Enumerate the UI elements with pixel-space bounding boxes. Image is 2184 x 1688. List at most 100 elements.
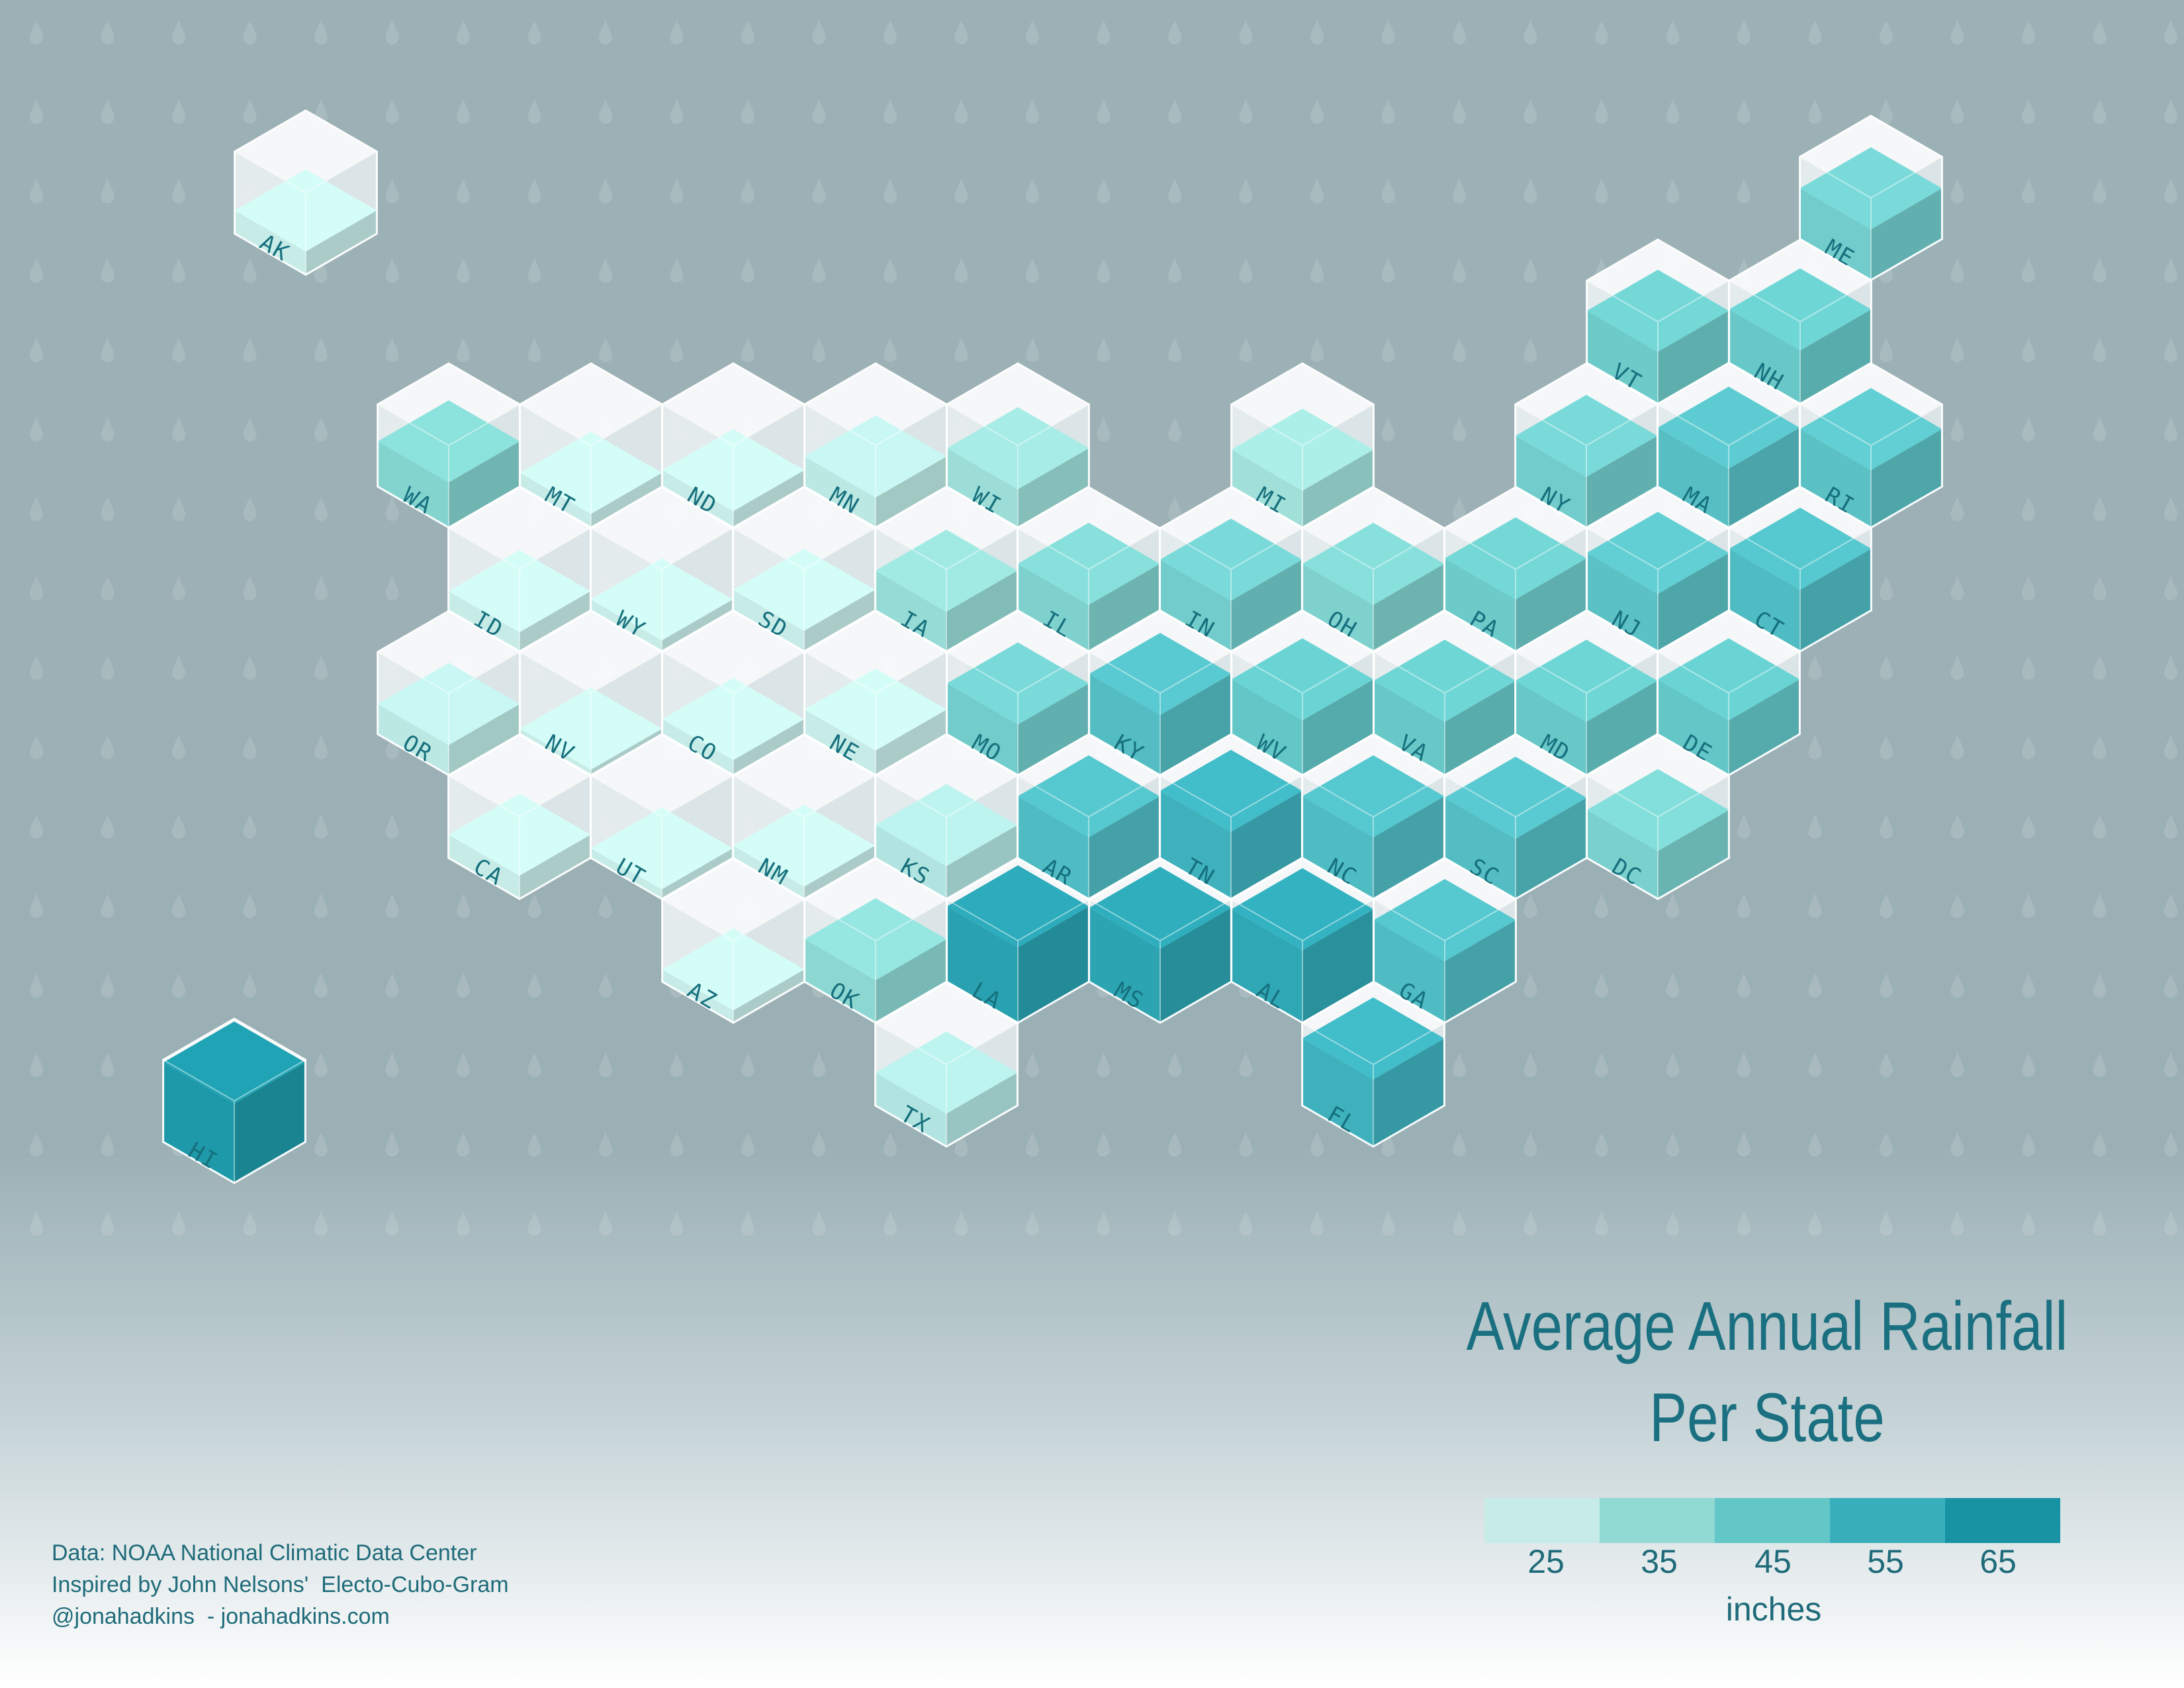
raindrop-icon	[1097, 1132, 1111, 1156]
raindrop-icon	[1595, 1132, 1608, 1156]
raindrop-icon	[1239, 179, 1253, 203]
raindrop-icon	[243, 496, 257, 522]
raindrop-icon	[741, 1132, 754, 1156]
raindrop-icon	[670, 1211, 684, 1236]
raindrop-icon	[2093, 496, 2107, 522]
raindrop-icon	[1808, 99, 1822, 124]
raindrop-icon	[30, 20, 43, 44]
raindrop-icon	[1808, 894, 1822, 918]
raindrop-icon	[1880, 20, 1893, 44]
state-cube-nm: NM	[732, 733, 876, 900]
state-cube-mn: MN	[803, 362, 948, 529]
raindrop-icon	[314, 814, 328, 839]
raindrop-icon	[1737, 1211, 1751, 1236]
raindrop-icon	[2164, 338, 2177, 362]
raindrop-icon	[1524, 258, 1537, 283]
raindrop-icon	[2022, 894, 2035, 918]
raindrop-icon	[1168, 496, 1181, 521]
raindrop-icon	[1239, 99, 1253, 124]
raindrop-icon	[457, 338, 470, 362]
raindrop-icon	[812, 1132, 826, 1156]
raindrop-icon	[1737, 99, 1751, 124]
raindrop-icon	[385, 99, 399, 124]
raindrop-icon	[1950, 894, 1964, 918]
raindrop-icon	[1524, 99, 1537, 124]
raindrop-icon	[2022, 1053, 2035, 1077]
raindrop-icon	[101, 814, 114, 839]
legend-color-bar	[1484, 1498, 2060, 1543]
raindrop-icon	[314, 417, 328, 442]
raindrop-icon	[314, 1132, 328, 1156]
raindrop-icon	[30, 258, 43, 283]
raindrop-icon	[1950, 814, 1964, 839]
state-cube-ia: IA	[874, 486, 1019, 653]
state-cube-ct: CT	[1728, 486, 1872, 653]
raindrop-icon	[2093, 1211, 2107, 1236]
raindrop-icon	[30, 973, 43, 998]
raindrop-icon	[30, 496, 43, 521]
raindrop-icon	[1880, 1132, 1893, 1156]
raindrop-icon	[1310, 1132, 1324, 1156]
raindrop-icon	[1453, 179, 1466, 203]
raindrop-icon	[2093, 973, 2107, 998]
state-cube-ca: CA	[447, 733, 592, 900]
raindrop-icon	[599, 973, 612, 998]
raindrop-icon	[1524, 1211, 1537, 1236]
raindrop-icon	[1453, 258, 1466, 283]
raindrop-icon	[2164, 496, 2177, 521]
raindrop-icon	[527, 20, 541, 44]
raindrop-icon	[1453, 338, 1466, 362]
raindrop-icon	[101, 20, 114, 44]
raindrop-icon	[1524, 1053, 1537, 1077]
raindrop-icon	[1381, 1132, 1395, 1156]
raindrop-icon	[1737, 20, 1751, 44]
raindrop-icon	[2022, 1132, 2035, 1156]
raindrop-icon	[1808, 1132, 1822, 1156]
raindrop-icon	[101, 338, 114, 362]
state-cube-de: DE	[1657, 610, 1801, 776]
raindrop-icon	[1524, 973, 1537, 998]
legend-swatch	[1830, 1498, 1945, 1543]
state-cube-co: CO	[661, 610, 805, 776]
raindrop-icon	[2093, 735, 2107, 759]
raindrop-icon	[1595, 894, 1608, 918]
raindrop-icon	[2164, 258, 2177, 283]
raindrop-icon	[2022, 576, 2035, 600]
state-cube-oh: OH	[1301, 486, 1445, 653]
raindrop-icon	[172, 258, 185, 283]
raindrop-icon	[954, 99, 968, 124]
raindrop-icon	[243, 973, 257, 998]
raindrop-icon	[30, 99, 43, 124]
raindrop-icon	[884, 1132, 897, 1156]
raindrop-icon	[1381, 99, 1395, 124]
state-cube-ma: MA	[1657, 362, 1801, 529]
raindrop-icon	[1737, 1132, 1751, 1156]
raindrop-icon	[2164, 20, 2177, 44]
raindrop-icon	[1026, 99, 1039, 124]
raindrop-icon	[243, 20, 257, 44]
raindrop-icon	[1737, 1053, 1751, 1077]
raindrop-icon	[101, 179, 114, 203]
raindrop-icon	[385, 179, 399, 203]
raindrop-icon	[385, 1132, 399, 1156]
raindrop-icon	[314, 496, 328, 521]
raindrop-icon	[1239, 1053, 1253, 1077]
raindrop-icon	[670, 179, 684, 203]
raindrop-icon	[172, 576, 185, 600]
legend-units-label: inches	[1725, 1591, 1822, 1628]
legend-swatch	[1715, 1498, 1830, 1543]
raindrop-icon	[243, 655, 257, 680]
raindrop-icon	[1666, 973, 1680, 998]
legend-tick-label: 55	[1867, 1543, 1904, 1580]
raindrop-icon	[1524, 338, 1537, 362]
raindrop-icon	[2164, 735, 2177, 759]
raindrop-icon	[599, 179, 612, 203]
raindrop-icon	[670, 99, 684, 124]
raindrop-icon	[1381, 258, 1395, 283]
raindrop-icon	[457, 179, 470, 203]
raindrop-icon	[314, 1053, 328, 1077]
raindrop-icon	[2093, 20, 2107, 44]
raindrop-icon	[741, 258, 754, 283]
raindrop-icon	[101, 576, 114, 601]
